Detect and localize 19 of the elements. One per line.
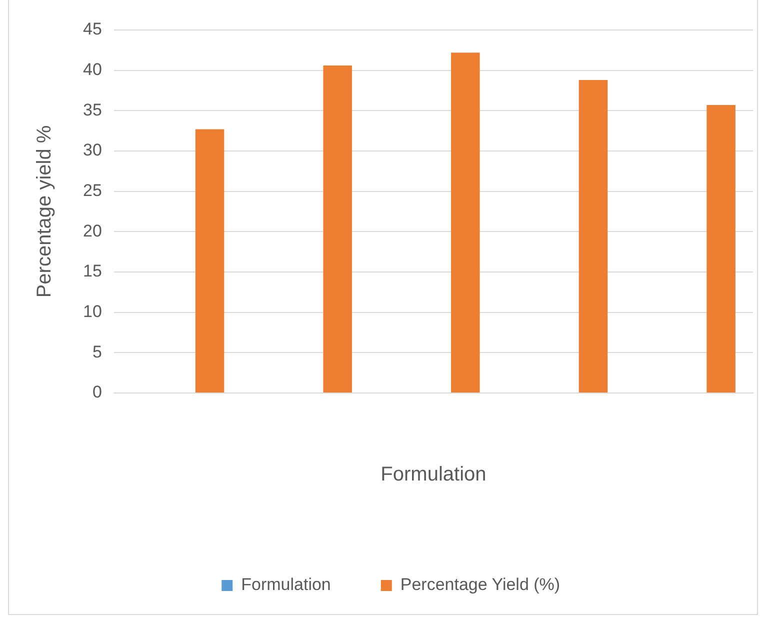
x-axis-title: Formulation: [380, 464, 486, 486]
y-tick-label: 35: [82, 100, 102, 120]
y-tick-label: 40: [82, 60, 102, 80]
bar: [323, 65, 352, 392]
legend-label: Percentage Yield (%): [400, 575, 560, 594]
bar: [195, 129, 224, 392]
legend-label: Formulation: [241, 575, 331, 594]
y-axis-title: Percentage yield %: [34, 125, 56, 298]
bar: [578, 80, 608, 392]
y-tick-label: 10: [82, 302, 102, 322]
y-tick-label: 25: [82, 181, 102, 200]
y-tick-label: 5: [92, 342, 102, 362]
bar: [706, 105, 736, 392]
bar: [451, 52, 480, 392]
y-tick-label: 15: [82, 262, 102, 281]
y-tick-label: 45: [82, 20, 102, 39]
y-tick-label: 20: [82, 221, 102, 240]
y-tick-label: 0: [92, 382, 102, 402]
y-tick-label: 30: [82, 140, 102, 160]
